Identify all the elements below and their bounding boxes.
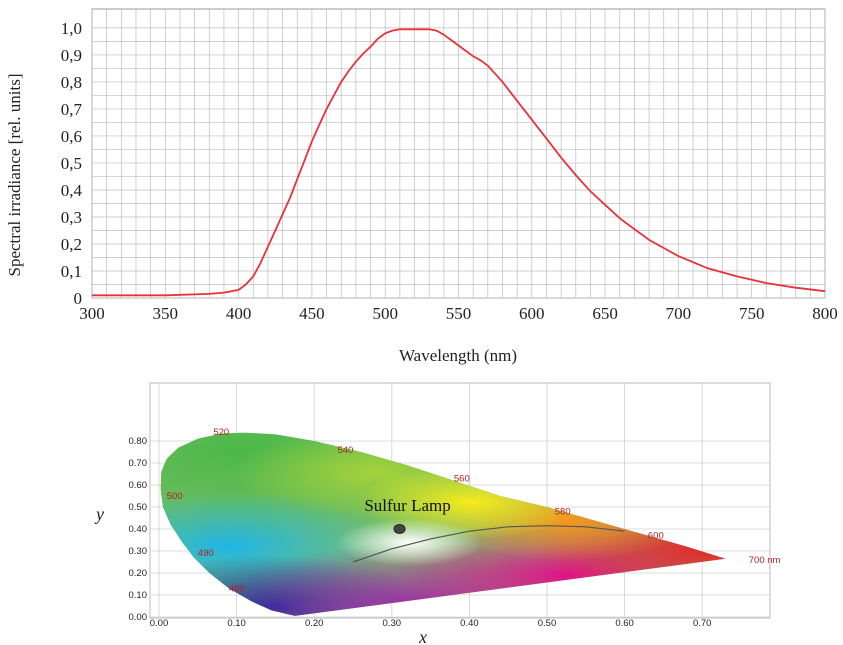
base-fill [160,432,726,616]
y-tick-label: 0 [74,289,83,308]
x-tick-label: 400 [226,304,252,323]
gradient-layer [160,432,726,616]
wavelength-label: 480 [229,583,245,594]
y-tick-label: 0,3 [61,208,82,227]
wavelength-label: 540 [337,445,353,456]
gradient-layer [160,432,726,616]
x-tick-label: 750 [739,304,765,323]
wavelength-label: 500 [167,491,183,502]
plot1-grid [91,9,826,299]
plot2-grid [150,383,770,618]
plot2-frame [149,382,771,619]
x-tick-label: 800 [812,304,838,323]
y2-tick-label: 0.20 [129,568,148,579]
y-tick-label: 0,9 [61,46,82,65]
x2-tick-label: 0.00 [150,618,169,629]
y-tick-label: 0,1 [61,262,82,281]
plot2-y-ticks: 0.00 0.10 0.20 0.30 0.40 0.50 0.60 0.70 0.80 [129,436,148,623]
x-tick-label: 300 [79,304,105,323]
gradient-layer [160,432,726,616]
x2-tick-label: 0.40 [460,618,479,629]
x-tick-label: 700 [666,304,692,323]
y2-tick-label: 0.30 [129,546,148,557]
gradient-layer [160,432,726,616]
plot2-x-ticks: 0.00 0.10 0.20 0.30 0.40 0.50 0.60 0.70 [150,618,712,629]
spectrum-curve [92,28,826,297]
y-axis-label: Spectral irradiance [rel. units] [5,74,24,277]
y2-tick-label: 0.80 [129,436,148,447]
x-tick-label: 650 [592,304,618,323]
plot1-x-ticks: 300 350 400 450 500 550 600 650 700 750 800 [79,304,838,323]
spectral-locus-outline [161,433,726,616]
chromaticity-color-fill [160,432,726,616]
y-tick-label: 1,0 [61,19,82,38]
wavelength-labels: 520 540 560 580 600 700 nm 500 490 480 [167,427,781,594]
x-axis-label-2: x [418,627,427,645]
x-tick-label: 450 [299,304,325,323]
wavelength-label: 600 [648,531,664,542]
sulfur-lamp-label: Sulfur Lamp [364,496,450,515]
y-tick-label: 0,5 [61,154,82,173]
x-tick-label: 600 [519,304,545,323]
y-axis-label-2: y [94,504,104,524]
x2-tick-label: 0.70 [693,618,712,629]
gradient-layer [160,432,726,616]
y2-tick-label: 0.60 [129,480,148,491]
y-tick-label: 0,4 [61,181,83,200]
wavelength-label: 700 nm [749,555,781,566]
y-tick-label: 0,6 [61,127,82,146]
wavelength-label: 560 [454,473,470,484]
x-axis-label: Wavelength (nm) [399,346,517,365]
y2-tick-label: 0.00 [129,612,148,623]
x-tick-label: 550 [446,304,472,323]
y2-tick-label: 0.10 [129,590,148,601]
gradient-layer [160,432,726,616]
x-tick-label: 350 [153,304,179,323]
planckian-locus [352,525,625,563]
y2-tick-label: 0.40 [129,524,148,535]
x2-tick-label: 0.50 [538,618,557,629]
x2-tick-label: 0.30 [383,618,402,629]
sulfur-lamp-point [393,524,406,534]
wavelength-label: 520 [213,427,229,438]
y-tick-label: 0,7 [61,100,83,119]
plot1-y-ticks: 0 0,1 0,2 0,3 0,4 0,5 0,6 0,7 0,8 0,9 1,0 [61,19,83,308]
x2-tick-label: 0.10 [227,618,246,629]
gradient-layer [160,432,726,616]
spectral-irradiance-chart: 300 350 400 450 500 550 600 650 700 750 800 0 0,1 0,… [5,8,838,365]
x2-tick-label: 0.20 [305,618,324,629]
gradient-layer [160,432,726,616]
gradient-layer [160,432,726,616]
gradient-layer [160,432,726,616]
y-tick-label: 0,2 [61,235,82,254]
x2-tick-label: 0.60 [615,618,634,629]
wavelength-label: 580 [555,506,571,517]
x-tick-label: 500 [372,304,398,323]
wavelength-label: 490 [198,548,214,559]
y2-tick-label: 0.70 [129,458,148,469]
y2-tick-label: 0.50 [129,502,148,513]
y-tick-label: 0,8 [61,73,82,92]
